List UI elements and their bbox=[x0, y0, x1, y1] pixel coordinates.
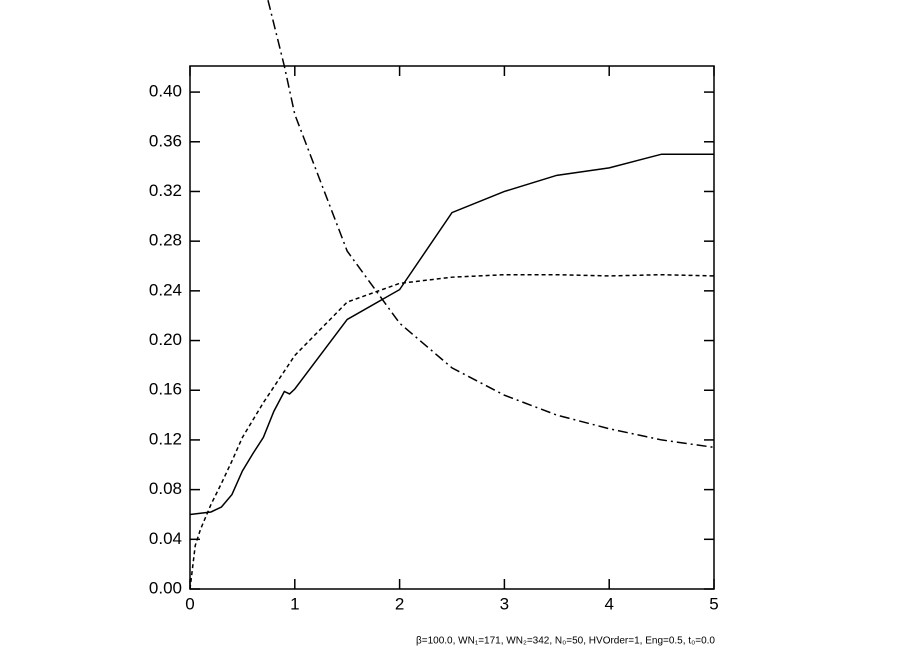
annotation: β=100.0, WN₁=171, WN₂=342, N₀=50, HVOrde… bbox=[416, 636, 715, 647]
x-tick-label: 4 bbox=[604, 594, 613, 613]
y-tick-label: 0.04 bbox=[149, 529, 182, 548]
x-tick-label: 3 bbox=[500, 594, 509, 613]
line-series bbox=[189, 273, 715, 590]
x-tick-label: 5 bbox=[709, 594, 718, 613]
x-tick-label: 2 bbox=[395, 594, 404, 613]
x-tick-label: 1 bbox=[290, 594, 299, 613]
y-tick-label: 0.00 bbox=[149, 578, 182, 597]
y-tick-label: 0.40 bbox=[149, 82, 182, 101]
y-tick-label: 0.28 bbox=[149, 231, 182, 250]
y-tick-label: 0.08 bbox=[149, 479, 182, 498]
y-tick-label: 0.12 bbox=[149, 429, 182, 448]
y-tick-label: 0.24 bbox=[149, 280, 182, 299]
line-series bbox=[189, 153, 714, 516]
y-tick-label: 0.36 bbox=[149, 131, 182, 150]
y-tick-label: 0.20 bbox=[149, 330, 182, 349]
y-tick-label: 0.32 bbox=[149, 181, 182, 200]
plot-frame bbox=[189, 65, 715, 590]
x-tick-label: 0 bbox=[185, 594, 194, 613]
y-tick-label: 0.16 bbox=[149, 380, 182, 399]
line-series bbox=[267, 0, 715, 449]
